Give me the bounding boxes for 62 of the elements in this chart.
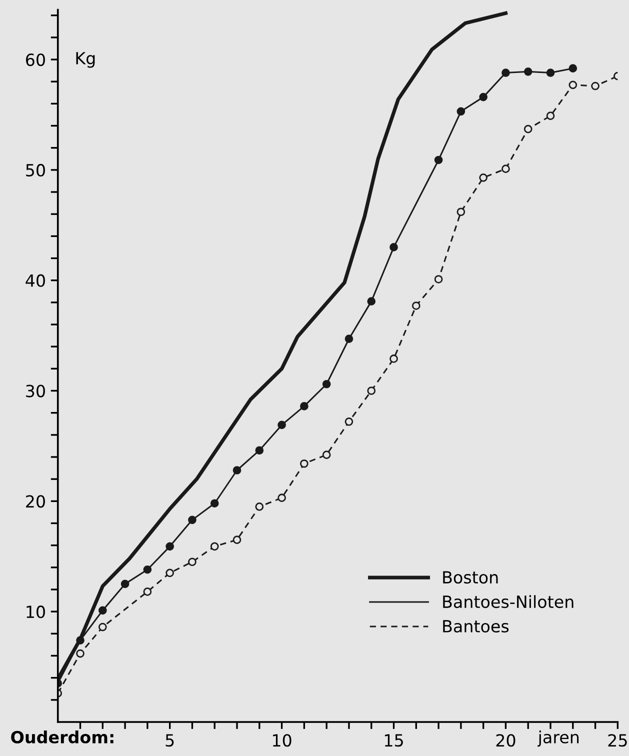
point (456, 208, 466, 216)
point (344, 417, 354, 426)
y-tick-label: 20 (26, 495, 45, 508)
x-tick-label: 25 (608, 734, 627, 747)
point (98, 606, 107, 615)
point (412, 302, 420, 310)
point (434, 275, 443, 284)
point (390, 243, 398, 252)
point (143, 588, 152, 596)
point (591, 82, 600, 90)
y-axis-title: Kg (76, 52, 95, 68)
x-tick-label: 10 (273, 734, 292, 747)
point (390, 354, 398, 363)
legend-label: Bantoes-Niloten (443, 595, 574, 608)
point (255, 446, 264, 455)
point (456, 107, 466, 116)
legend-label: Boston (443, 571, 498, 584)
point (479, 173, 488, 182)
point (76, 636, 84, 644)
point (255, 502, 264, 511)
point (143, 565, 152, 574)
y-tick-label: 10 (26, 606, 45, 618)
point (278, 494, 286, 502)
y-tick-label: 60 (26, 53, 45, 66)
point (300, 459, 308, 468)
point (434, 156, 443, 164)
point (322, 380, 331, 388)
point (568, 64, 578, 73)
point (166, 568, 174, 578)
x-tick-label: 20 (496, 734, 516, 747)
point (188, 516, 196, 524)
point (166, 542, 174, 551)
point (502, 68, 510, 77)
point (367, 297, 376, 306)
point (278, 420, 286, 430)
point (546, 112, 555, 120)
point (322, 450, 331, 459)
point (568, 80, 578, 90)
x-axis-title: jaren (538, 730, 579, 747)
point (344, 334, 354, 344)
point (300, 402, 308, 410)
legend-label: Bantoes (443, 620, 509, 633)
point (479, 92, 488, 102)
point (210, 499, 219, 508)
point (502, 164, 510, 173)
y-tick-label: 30 (26, 384, 45, 398)
x-tick-label: 5 (166, 734, 174, 747)
point (98, 622, 107, 632)
point (232, 536, 242, 544)
point (188, 558, 196, 566)
point (232, 466, 242, 474)
point (76, 649, 84, 658)
point (367, 386, 376, 395)
y-tick-label: 50 (26, 164, 45, 176)
point (210, 542, 219, 551)
point (546, 68, 555, 77)
text: Ouderdom: (11, 730, 114, 744)
point (120, 580, 130, 588)
y-tick-label: 40 (26, 274, 45, 287)
point (524, 67, 532, 76)
x-tick-label: 15 (384, 734, 403, 747)
point (524, 124, 532, 134)
